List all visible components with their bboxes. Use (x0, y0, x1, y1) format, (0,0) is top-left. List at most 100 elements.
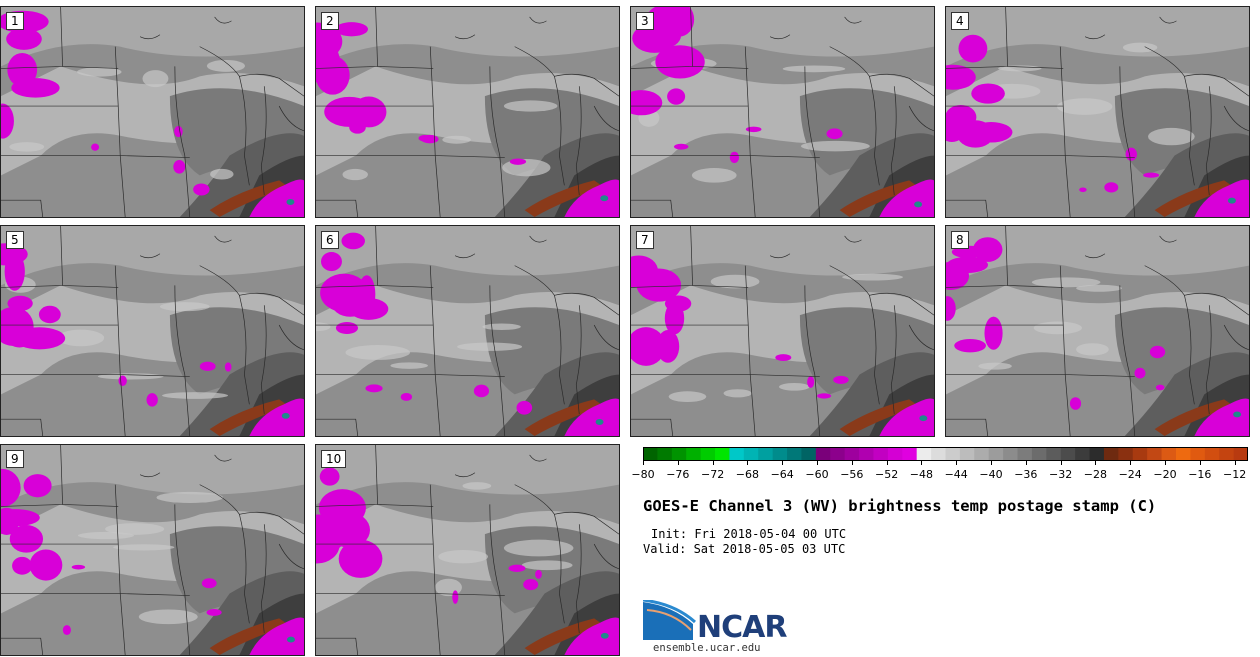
colorbar-tick-label: −80 (631, 468, 655, 481)
colorbar-tick-label: −44 (944, 468, 968, 481)
colorbar-swatch (1017, 447, 1033, 461)
colorbar-tickmark (991, 461, 992, 465)
colorbar-swatch (887, 447, 903, 461)
colorbar-tick-label: −72 (700, 468, 725, 481)
colorbar-tick-label: −20 (1153, 468, 1177, 481)
colorbar-swatch (1089, 447, 1105, 461)
colorbar-swatch (1190, 447, 1206, 461)
map-image (316, 7, 619, 217)
colorbar-tick-label: −48 (909, 468, 933, 481)
colorbar-swatch (1075, 447, 1091, 461)
colorbar-swatch (1175, 447, 1191, 461)
colorbar-tick-label: −40 (979, 468, 1003, 481)
map-image (631, 7, 934, 217)
map-image (316, 226, 619, 436)
colorbar-tickmark (1095, 461, 1097, 465)
colorbar-tick-label: −68 (735, 468, 759, 481)
colorbar-tick-label: −12 (1222, 468, 1247, 481)
colorbar-swatch (1233, 447, 1248, 461)
colorbar-swatch (1003, 447, 1019, 461)
map-image (946, 226, 1249, 436)
figure-title: GOES-E Channel 3 (WV) brightness temp po… (643, 497, 1157, 515)
colorbar-swatch (758, 447, 774, 461)
colorbar-swatch (815, 447, 831, 461)
colorbar-swatch (1219, 447, 1235, 461)
map-panel-9: 9 (0, 444, 305, 656)
colorbar-tick-label: −28 (1083, 468, 1107, 481)
map-panel-1: 1 (0, 6, 305, 218)
colorbar-tick-label: −24 (1118, 468, 1142, 481)
colorbar-tickmark (956, 461, 958, 465)
panel-number: 5 (6, 231, 24, 249)
colorbar-swatch (657, 447, 673, 461)
colorbar-tick-label: −36 (1014, 468, 1038, 481)
colorbar-swatch (671, 447, 687, 461)
colorbar-tick-label: −16 (1188, 468, 1212, 481)
colorbar-swatch (931, 447, 946, 461)
colorbar-swatch (772, 447, 788, 461)
map-panel-4: 4 (945, 6, 1250, 218)
map-image (1, 7, 304, 217)
colorbar-swatch (902, 447, 918, 461)
colorbar-tickmark (817, 461, 818, 465)
colorbar-swatch (1046, 447, 1062, 461)
colorbar-swatch (801, 447, 817, 461)
colorbar-swatch (916, 447, 932, 461)
colorbar-swatch (830, 447, 846, 461)
map-image (1, 226, 304, 436)
colorbar-tickmark (677, 461, 679, 465)
colorbar-swatch (1060, 447, 1076, 461)
panel-number: 6 (321, 231, 339, 249)
website-url: ensemble.ucar.edu (653, 642, 761, 654)
colorbar-tickmark (1025, 461, 1027, 465)
colorbar-tickmark (782, 461, 784, 465)
map-image (631, 226, 934, 436)
colorbar-outline (643, 447, 1248, 461)
colorbar-tickmark (921, 461, 923, 465)
colorbar-tickmark (886, 461, 888, 465)
colorbar-swatch (1147, 447, 1163, 461)
colorbar-swatch (1132, 447, 1148, 461)
colorbar-swatch (988, 447, 1004, 461)
map-panel-2: 2 (315, 6, 620, 218)
colorbar-swatch (945, 447, 961, 461)
colorbar-tick-label: −76 (666, 468, 690, 481)
colorbar-swatch (1204, 447, 1220, 461)
map-image (1, 445, 304, 655)
colorbar-swatch (1161, 447, 1177, 461)
colorbar-tick-label: −32 (1048, 468, 1073, 481)
colorbar-swatch (873, 447, 889, 461)
panel-number: 2 (321, 12, 339, 30)
colorbar-swatch (1118, 447, 1134, 461)
colorbar-tickmark (1234, 461, 1236, 465)
colorbar-swatch (844, 447, 860, 461)
colorbar-tickmark (712, 461, 714, 465)
colorbar-tick-label: −60 (805, 468, 829, 481)
colorbar-tickmark (1165, 461, 1166, 465)
map-panel-8: 8 (945, 225, 1250, 437)
ncar-logo-icon (643, 600, 697, 640)
panel-number: 4 (951, 12, 969, 30)
colorbar-tick-label: −52 (874, 468, 899, 481)
map-panel-3: 3 (630, 6, 935, 218)
colorbar-swatch (787, 447, 802, 461)
colorbar-swatch (859, 447, 874, 461)
panel-number: 10 (321, 450, 347, 468)
colorbar-swatch (686, 447, 702, 461)
map-image (316, 445, 619, 655)
map-panel-6: 6 (315, 225, 620, 437)
init-time: Init: Fri 2018-05-04 00 UTC (651, 527, 847, 541)
map-image (946, 7, 1249, 217)
colorbar-swatch (715, 447, 730, 461)
colorbar-swatch (1103, 447, 1119, 461)
colorbar-tickmark (1060, 461, 1062, 465)
colorbar-tickmark (643, 461, 644, 465)
valid-time: Valid: Sat 2018-05-05 03 UTC (643, 542, 846, 556)
panel-number: 3 (636, 12, 654, 30)
panel-number: 8 (951, 231, 969, 249)
colorbar-tickmark (851, 461, 853, 465)
colorbar-tickmark (747, 461, 749, 465)
colorbar-swatch (729, 447, 745, 461)
map-panel-7: 7 (630, 225, 935, 437)
colorbar-tickmark (1130, 461, 1132, 465)
